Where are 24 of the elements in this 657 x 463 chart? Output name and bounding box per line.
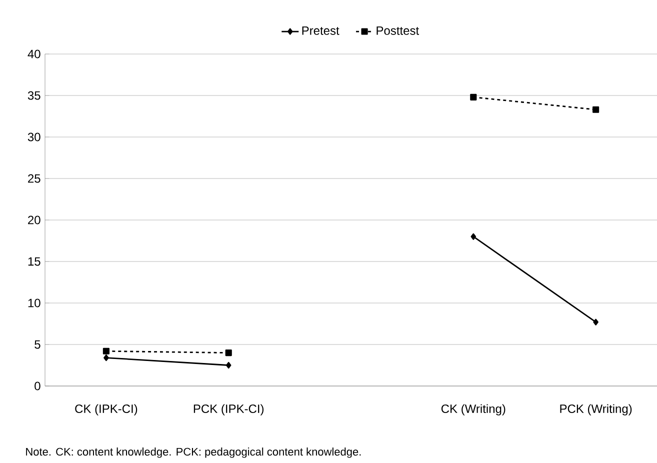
y-tick-label: 20 — [28, 216, 40, 224]
point — [592, 106, 600, 113]
y-tick-label: 5 — [34, 340, 40, 349]
point — [593, 318, 598, 326]
legend-label: Posttest — [376, 26, 419, 35]
y-tick-label: 40 — [28, 50, 40, 58]
y-tick-label: 30 — [28, 132, 40, 142]
point — [225, 350, 232, 356]
y-tick-label: 25 — [28, 174, 40, 183]
text: Note. CK: content knowledge. PCK: pedagogical content knowledge. — [26, 448, 361, 458]
legend-label: Pretest — [302, 26, 340, 35]
point — [470, 233, 476, 240]
point — [104, 354, 109, 362]
x-tick-label: PCK (IPK-CI) — [194, 404, 264, 416]
y-tick-label: 35 — [28, 91, 40, 100]
point — [226, 362, 232, 369]
x-tick-label: PCK (Writing) — [560, 404, 632, 416]
x-tick-label: CK (Writing) — [441, 404, 506, 416]
x-tick-label: CK (IPK-CI) — [75, 404, 138, 416]
y-tick-label: 10 — [28, 298, 40, 308]
point — [102, 348, 110, 354]
point — [470, 94, 477, 100]
y-tick-label: 0 — [34, 382, 40, 390]
y-tick-label: 15 — [28, 257, 40, 266]
